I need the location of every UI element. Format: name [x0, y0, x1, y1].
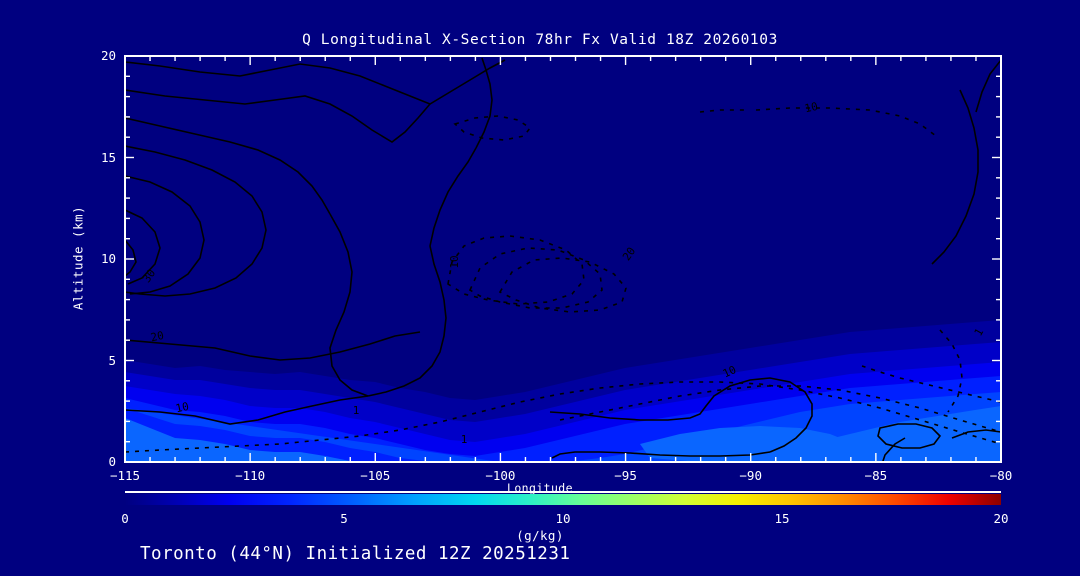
y-tick-label: 15 — [100, 149, 116, 165]
contour-label: 20 — [620, 245, 638, 263]
dashed-contours — [125, 107, 1001, 453]
x-tick-label: −105 — [360, 468, 391, 483]
colorbar-tick-label: 15 — [774, 511, 790, 526]
fill-band-6 — [125, 418, 360, 462]
contour-label: 1 — [461, 433, 468, 446]
y-tick-label: 0 — [108, 454, 116, 469]
x-tick-label: −80 — [989, 468, 1013, 483]
colorbar-tick-label: 20 — [993, 511, 1009, 526]
colorbar-tick-label: 0 — [121, 511, 129, 526]
contour-label: 30 — [140, 267, 158, 285]
contour-label: 10 — [174, 400, 190, 415]
x-tick-label: −85 — [864, 468, 888, 483]
colorbar-tick-label: 5 — [340, 511, 348, 526]
contour-label: 10 — [721, 363, 739, 380]
colorbar-unit-label: (g/kg) — [516, 528, 564, 543]
axis-ticks — [124, 55, 1002, 463]
colorbar — [125, 494, 1001, 505]
colorbar-top-line — [125, 491, 1001, 493]
contour-label: 20 — [149, 329, 165, 344]
y-tick-label: 10 — [100, 251, 116, 266]
chart-title: Q Longitudinal X-Section 78hr Fx Valid 1… — [302, 32, 778, 48]
x-tick-label: −100 — [485, 468, 516, 483]
x-tick-label: −90 — [739, 468, 762, 483]
colorbar-tick-label: 10 — [555, 511, 571, 526]
chart-caption: Toronto (44°N) Initialized 12Z 20251231 — [140, 544, 571, 564]
contour-label: 1 — [353, 404, 360, 417]
contour-label: 10 — [803, 100, 819, 115]
x-tick-label: −95 — [614, 468, 637, 483]
contour-label: 10 — [448, 255, 461, 268]
filled-contours — [125, 320, 1001, 462]
y-tick-label: 20 — [100, 48, 116, 63]
x-tick-label: −110 — [235, 468, 266, 483]
x-tick-label: −115 — [109, 468, 141, 483]
fill-band-6c — [640, 426, 850, 462]
y-tick-label: 5 — [108, 352, 116, 368]
